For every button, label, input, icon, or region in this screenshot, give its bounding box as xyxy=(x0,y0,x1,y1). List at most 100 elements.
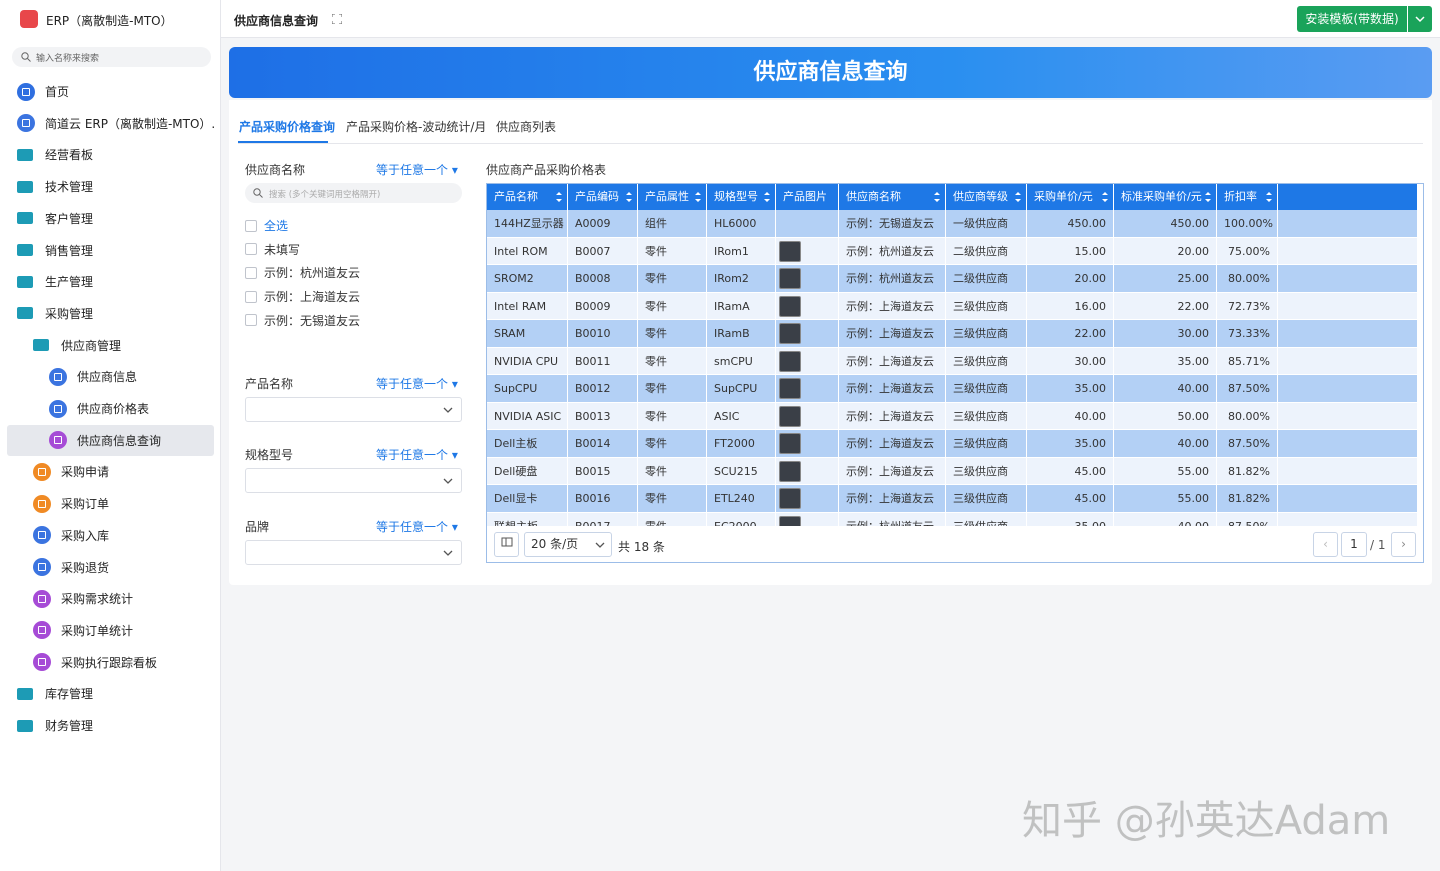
nav-item[interactable]: 采购执行跟踪看板 xyxy=(7,647,214,678)
nav-item[interactable]: 采购管理 xyxy=(7,298,214,329)
table-cell: FT2000 xyxy=(707,430,776,458)
sort-icon[interactable] xyxy=(1015,184,1021,221)
sort-icon[interactable] xyxy=(556,184,562,221)
nav-item[interactable]: 库存管理 xyxy=(7,678,214,709)
column-header[interactable]: 标准采购单价/元 xyxy=(1114,184,1217,210)
column-header[interactable]: 供应商名称 xyxy=(839,184,946,210)
nav-item[interactable]: 采购订单 xyxy=(7,488,214,519)
table-row xyxy=(487,402,1417,430)
table-row xyxy=(487,375,1417,403)
nav-item[interactable]: 供应商信息查询 xyxy=(7,424,214,456)
next-page[interactable]: › xyxy=(1391,532,1416,557)
filter-label: 产品名称 xyxy=(245,377,294,391)
icon-glyph xyxy=(38,531,46,540)
nav-item[interactable]: 财务管理 xyxy=(7,710,214,741)
filter-operator[interactable]: 等于任意一个 ▾ xyxy=(376,519,458,534)
filter-search[interactable]: 搜索 (多个关键词用空格隔开) xyxy=(245,183,462,203)
nav-item[interactable]: 采购需求统计 xyxy=(7,583,214,614)
sort-icon[interactable] xyxy=(1266,184,1272,221)
header-text: 折扣率 xyxy=(1224,190,1257,203)
page-input[interactable]: 1 xyxy=(1341,532,1367,557)
install-button[interactable]: 安装模板(带数据) xyxy=(1297,6,1407,32)
nav-icon xyxy=(33,462,51,481)
table-cell: 40.00 xyxy=(1114,512,1217,526)
table-cell: B0014 xyxy=(568,430,638,458)
sort-icon[interactable] xyxy=(626,184,632,221)
table-cell: 三级供应商 xyxy=(946,375,1027,403)
checkbox-option[interactable]: 未填写 xyxy=(245,241,300,258)
product-image xyxy=(779,323,801,344)
filter-label: 规格型号 xyxy=(245,448,294,463)
operator-text: 等于任意一个 xyxy=(376,377,449,391)
column-header[interactable]: 产品属性 xyxy=(638,184,707,210)
sort-icon[interactable] xyxy=(695,184,701,221)
nav-label: 采购需求统计 xyxy=(61,592,134,607)
column-header[interactable]: 采购单价/元 xyxy=(1027,184,1114,210)
table-cell: 35.00 xyxy=(1027,430,1114,458)
column-header[interactable]: 折扣率 xyxy=(1217,184,1278,210)
nav-item[interactable]: 简道云 ERP（离散制造-MTO）... xyxy=(7,108,214,139)
fullscreen-icon[interactable] xyxy=(332,14,342,24)
table-cell: 示例：上海道友云 xyxy=(839,402,946,430)
prev-page[interactable]: ‹ xyxy=(1313,532,1338,557)
column-toggle[interactable] xyxy=(494,532,519,557)
table-cell: ETL240 xyxy=(707,485,776,513)
watermark: 知乎 @孙英达Adam xyxy=(1022,798,1391,844)
nav-label: 技术管理 xyxy=(45,180,94,195)
nav-item[interactable]: 首页 xyxy=(7,76,214,107)
nav-item[interactable]: 供应商价格表 xyxy=(7,393,214,424)
table-cell: smCPU xyxy=(707,347,776,375)
column-header[interactable]: 供应商等级 xyxy=(946,184,1027,210)
table-cell: 100.00% xyxy=(1217,210,1278,238)
nav-item[interactable]: 采购退货 xyxy=(7,552,214,583)
header-text: 供应商等级 xyxy=(953,190,1008,203)
icon-glyph xyxy=(38,658,46,667)
checkbox-option[interactable]: 示例：上海道友云 xyxy=(245,288,360,305)
search-box[interactable]: 输入名称来搜索 xyxy=(12,47,211,67)
filter-operator[interactable]: 等于任意一个 ▾ xyxy=(376,377,458,391)
header-text: 产品图片 xyxy=(783,190,827,203)
nav-item[interactable]: 技术管理 xyxy=(7,171,214,202)
filter-select[interactable] xyxy=(245,539,462,565)
tab[interactable]: 供应商列表 xyxy=(496,120,557,134)
tab[interactable]: 产品采购价格-波动统计/月 xyxy=(346,120,487,134)
sort-icon[interactable] xyxy=(1205,184,1211,221)
image-cell xyxy=(776,485,839,513)
icon-glyph xyxy=(38,626,46,635)
column-header[interactable]: 产品编码 xyxy=(568,184,638,210)
filter-operator[interactable]: 等于任意一个 ▾ xyxy=(376,163,458,177)
checkbox-option[interactable]: 全选 xyxy=(245,217,288,234)
filter-label: 品牌 xyxy=(245,519,270,534)
nav-item[interactable]: 采购入库 xyxy=(7,520,214,551)
tab[interactable]: 产品采购价格查询 xyxy=(239,120,336,134)
nav-icon xyxy=(33,589,51,608)
filter-select[interactable] xyxy=(245,397,462,422)
column-header[interactable]: 规格型号 xyxy=(707,184,776,210)
sort-icon[interactable] xyxy=(934,184,940,221)
table-cell: 零件 xyxy=(638,375,707,403)
sort-icon[interactable] xyxy=(1102,184,1108,221)
filter-operator[interactable]: 等于任意一个 ▾ xyxy=(376,448,458,463)
filter-select[interactable] xyxy=(245,468,462,494)
nav-item[interactable]: 供应商管理 xyxy=(7,330,214,361)
nav-item[interactable]: 销售管理 xyxy=(7,235,214,266)
table-row xyxy=(487,292,1417,320)
page-size-select[interactable]: 20 条/页 xyxy=(524,532,612,557)
image-cell xyxy=(776,237,839,265)
table-cell: 80.00% xyxy=(1217,265,1278,293)
nav-item[interactable]: 客户管理 xyxy=(7,203,214,234)
column-header[interactable]: 产品名称 xyxy=(487,184,568,210)
table-cell: NVIDIA ASIC xyxy=(487,402,568,430)
checkbox-option[interactable]: 示例：无锡道友云 xyxy=(245,312,360,329)
nav-item[interactable]: 供应商信息 xyxy=(7,361,214,392)
nav-item[interactable]: 生产管理 xyxy=(7,266,214,297)
checkbox-option[interactable]: 示例：杭州道友云 xyxy=(245,264,360,281)
table-cell: IRamA xyxy=(707,292,776,320)
sort-icon[interactable] xyxy=(764,184,770,221)
install-dropdown[interactable] xyxy=(1408,6,1432,32)
nav-item[interactable]: 采购申请 xyxy=(7,456,214,487)
header-text: 产品名称 xyxy=(494,190,538,203)
nav-label: 采购申请 xyxy=(61,465,110,480)
nav-item[interactable]: 采购订单统计 xyxy=(7,615,214,646)
nav-item[interactable]: 经营看板 xyxy=(7,139,214,170)
